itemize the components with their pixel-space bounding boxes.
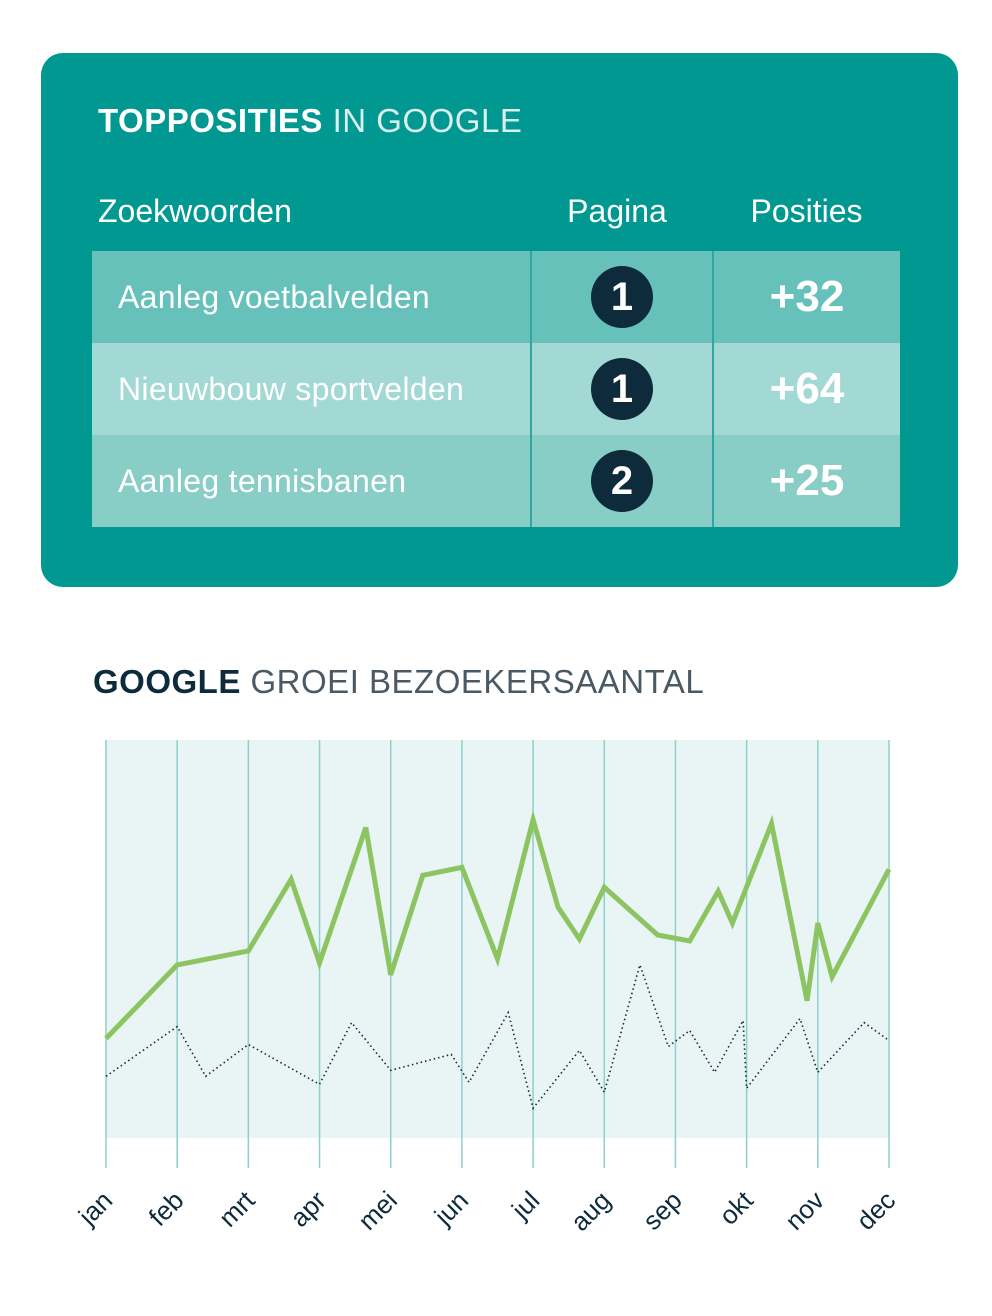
positions-cell: +64 [769,364,845,413]
keyword-cell: Nieuwbouw sportvelden [92,343,532,435]
x-tick-label: jan [72,1185,118,1231]
header-page: Pagina [567,193,667,229]
x-tick-label: okt [713,1184,759,1230]
page-badge: 1 [591,358,653,420]
positions-cell: +32 [769,272,845,321]
gridlines [105,740,890,1168]
series-line-solid [104,810,892,1041]
series-group [104,810,892,1110]
positions-cell: +25 [769,456,845,505]
page-cell: 1 [532,251,714,343]
x-tick-label: jul [505,1185,545,1225]
card-title: TOPPOSITIES IN GOOGLE [98,101,522,141]
page-cell: 2 [532,435,714,527]
x-tick-label: mrt [213,1184,261,1232]
page-badge: 1 [591,266,653,328]
keyword-cell: Aanleg voetbalvelden [92,251,532,343]
keyword-cell: Aanleg tennisbanen [92,435,532,527]
x-tick-label: sep [637,1185,688,1236]
x-tick-label: mei [352,1185,403,1236]
keyword-table: Aanleg voetbalvelden 1 +32 Nieuwbouw spo… [92,251,900,527]
page-badge: 2 [591,450,653,512]
x-tick-label: apr [284,1185,332,1233]
page-cell: 1 [532,343,714,435]
top-positions-card: TOPPOSITIES IN GOOGLE Zoekwoorden Pagina… [41,53,958,587]
header-keywords: Zoekwoorden [98,193,292,229]
plot-background [106,740,889,1138]
x-tick-label: feb [143,1185,190,1232]
chart-title-light: GROEI BEZOEKERSAANTAL [250,663,705,700]
x-tick-label: dec [850,1185,901,1236]
table-row: Nieuwbouw sportvelden 1 +64 [92,343,900,435]
x-tick-label: nov [779,1185,830,1236]
table-row: Aanleg voetbalvelden 1 +32 [92,251,900,343]
chart-title-bold: GOOGLE [93,663,241,700]
card-title-light: IN GOOGLE [332,102,523,139]
x-tick-label: jun [428,1185,474,1231]
card-title-bold: TOPPOSITIES [98,102,323,139]
table-row: Aanleg tennisbanen 2 +25 [92,435,900,527]
chart-title: GOOGLE GROEI BEZOEKERSAANTAL [93,662,704,702]
x-tick-label: aug [565,1185,617,1237]
header-positions: Posities [750,193,863,229]
x-axis-labels: jan feb mrt apr mei jun jul aug sep okt nov dec [72,1184,901,1236]
